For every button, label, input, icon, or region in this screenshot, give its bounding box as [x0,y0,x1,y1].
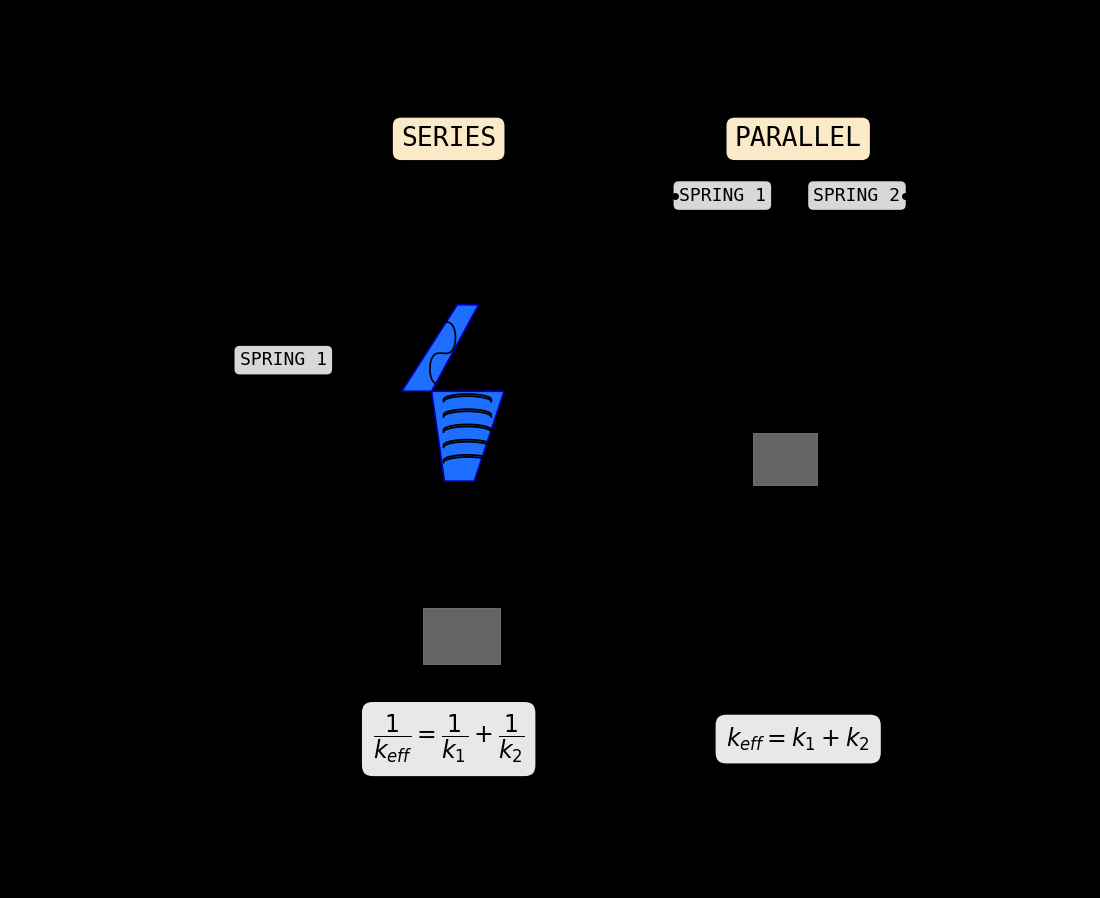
Polygon shape [402,304,478,392]
Text: SPRING 2: SPRING 2 [814,187,901,205]
Text: $\dfrac{1}{k_{eff}} = \dfrac{1}{k_1} + \dfrac{1}{k_2}$: $\dfrac{1}{k_{eff}} = \dfrac{1}{k_1} + \… [373,713,525,765]
Text: $k_{eff} = k_1 + k_2$: $k_{eff} = k_1 + k_2$ [726,726,870,753]
Text: PARALLEL: PARALLEL [735,126,861,152]
Polygon shape [431,392,504,481]
Text: SPRING 1: SPRING 1 [240,351,327,369]
FancyBboxPatch shape [424,608,499,665]
Text: SPRING 1: SPRING 1 [679,187,766,205]
FancyBboxPatch shape [754,433,817,485]
Text: SERIES: SERIES [402,126,496,152]
